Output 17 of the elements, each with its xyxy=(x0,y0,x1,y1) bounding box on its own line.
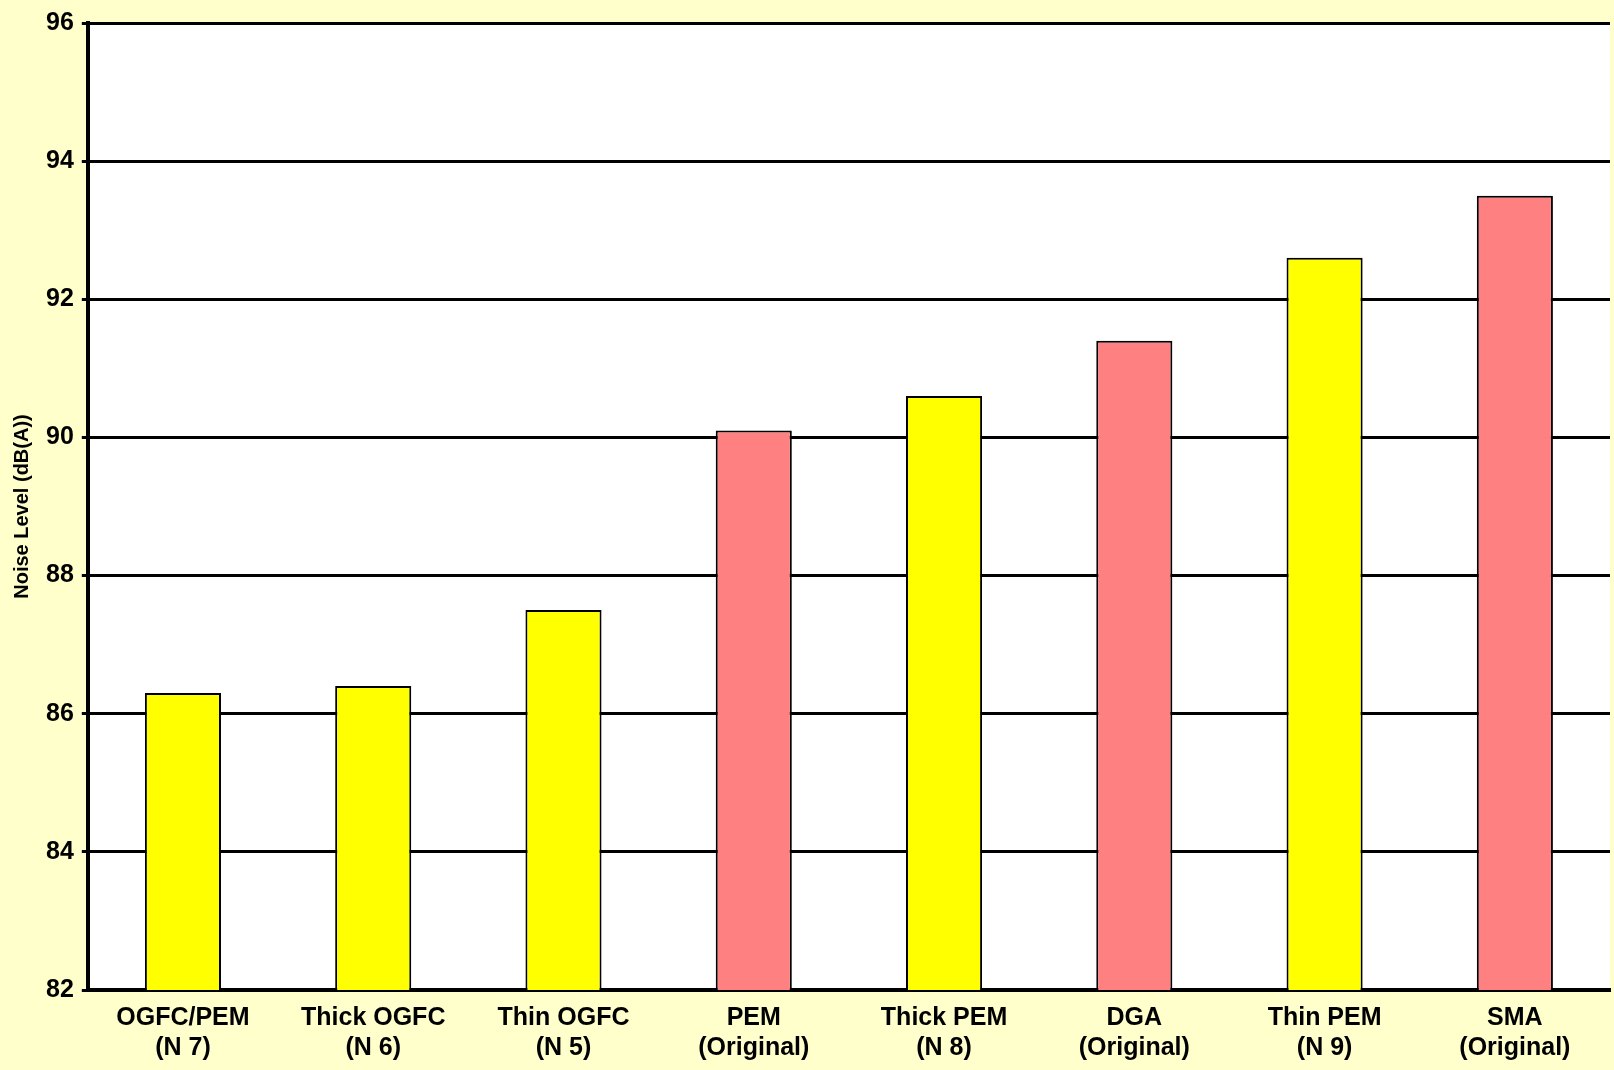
y-axis-title: Noise Level (dB(A)) xyxy=(9,414,32,599)
y-tick-label: 84 xyxy=(46,835,74,864)
x-tick-label: Thick OGFC (N 6) xyxy=(300,1001,446,1060)
x-tick-label: PEM (Original) xyxy=(698,1001,810,1060)
y-tick-label: 96 xyxy=(46,6,74,35)
y-tick-label: 88 xyxy=(46,559,74,588)
y-tick-label: 86 xyxy=(46,697,74,726)
x-tick-label: SMA (Original) xyxy=(1459,1001,1571,1060)
y-tick-label: 90 xyxy=(46,421,74,450)
x-tick-label: Thin OGFC (N 5) xyxy=(497,1001,630,1060)
x-tick-label: Thin PEM (N 9) xyxy=(1267,1001,1382,1060)
x-tick-label: DGA (Original) xyxy=(1078,1001,1190,1060)
x-tick-label: OGFC/PEM (N 7) xyxy=(116,1001,250,1060)
x-tick-label: Thick PEM (N 8) xyxy=(880,1001,1008,1060)
y-tick-label: 82 xyxy=(46,973,74,1002)
y-tick-label: 94 xyxy=(46,145,74,174)
y-tick-label: 92 xyxy=(46,283,74,312)
